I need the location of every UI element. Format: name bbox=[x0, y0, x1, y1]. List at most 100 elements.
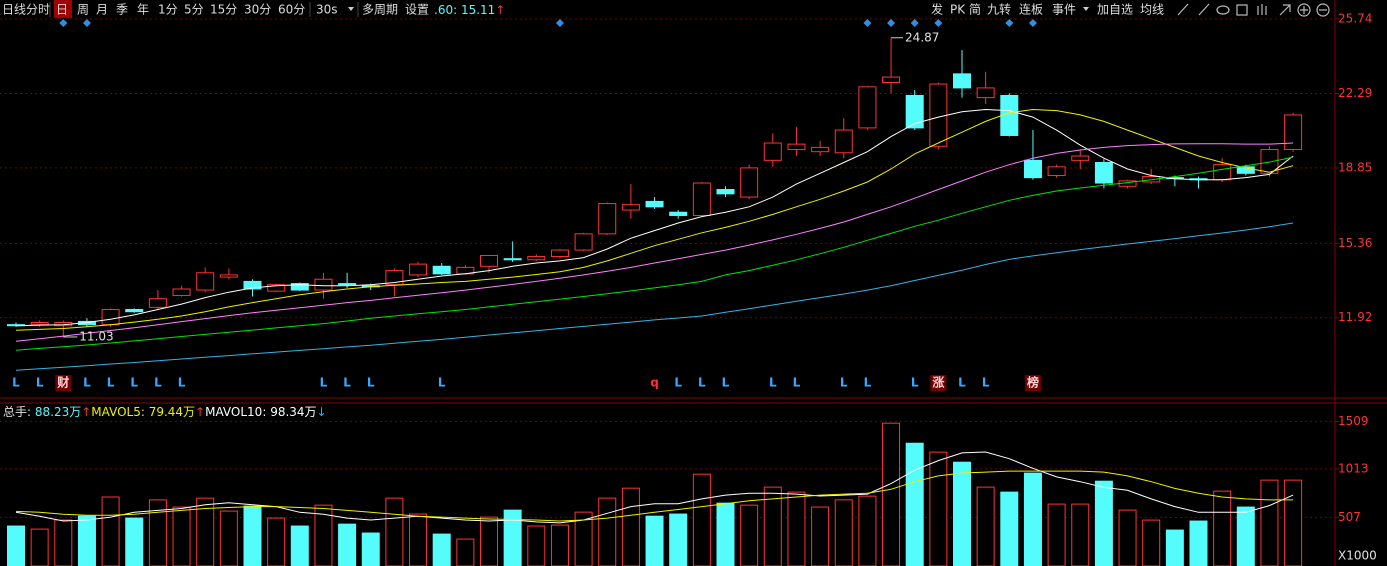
toolbar-item[interactable]: 周 bbox=[77, 3, 89, 17]
header-arrow: ↓ bbox=[317, 405, 327, 419]
signal: 榜 bbox=[1027, 375, 1039, 390]
event-diamond bbox=[934, 19, 943, 27]
volume-bar bbox=[763, 486, 782, 566]
toolbar-item[interactable]: 设置 bbox=[405, 3, 429, 17]
toolbar-item[interactable]: 多周期 bbox=[362, 3, 398, 17]
toolbar-item[interactable]: 30分 bbox=[244, 3, 271, 17]
signal: L bbox=[83, 376, 91, 390]
event-diamond bbox=[1028, 19, 1037, 27]
ma-line bbox=[15, 156, 1294, 351]
toolbar-item[interactable]: 年 bbox=[137, 3, 149, 17]
icon[interactable] bbox=[1216, 5, 1230, 15]
candle-body bbox=[30, 321, 49, 326]
volume-bar bbox=[787, 491, 806, 566]
toolbar-item[interactable]: 日线分时 bbox=[2, 3, 50, 17]
event-diamond bbox=[59, 19, 68, 27]
candle-body bbox=[101, 309, 120, 326]
toolbar-item[interactable]: 九转 bbox=[987, 2, 1011, 17]
volume-bar bbox=[1000, 491, 1019, 566]
candle-body bbox=[527, 256, 546, 261]
volume-bar bbox=[621, 487, 640, 566]
toolbar-item[interactable]: 连板 bbox=[1019, 2, 1043, 17]
toolbar-item[interactable]: 月 bbox=[96, 3, 108, 17]
volume-bar bbox=[905, 442, 924, 566]
icon[interactable] bbox=[1177, 3, 1189, 16]
volume-bar bbox=[54, 519, 73, 566]
y-tick-label: 15.36 bbox=[1338, 236, 1372, 250]
candle-body bbox=[219, 274, 238, 278]
signal: L bbox=[12, 376, 20, 390]
event-diamond bbox=[887, 19, 896, 27]
signal: L bbox=[698, 376, 706, 390]
toolbar-item[interactable]: 15分 bbox=[210, 3, 237, 17]
icon[interactable] bbox=[1300, 6, 1308, 14]
candle-body bbox=[1142, 176, 1161, 183]
volume-bar bbox=[740, 504, 759, 566]
icon[interactable] bbox=[1279, 4, 1291, 16]
volume-bar bbox=[692, 473, 711, 566]
icon[interactable] bbox=[1257, 4, 1267, 15]
candle-body bbox=[432, 265, 451, 275]
dropdown-arrow[interactable] bbox=[1083, 7, 1089, 11]
ma-value: .60: 15.11 bbox=[434, 3, 495, 17]
signal: 涨 bbox=[932, 375, 944, 390]
candle-body bbox=[834, 129, 853, 154]
volume-bar bbox=[550, 524, 569, 566]
y-tick-label: 22.29 bbox=[1338, 86, 1372, 100]
toolbar-item[interactable]: PK bbox=[950, 3, 966, 17]
header-label: 总手: bbox=[3, 405, 35, 419]
candle-body bbox=[1260, 149, 1279, 174]
y-tick-label: 25.74 bbox=[1338, 11, 1372, 25]
toolbar-item[interactable]: 加自选 bbox=[1097, 3, 1133, 17]
signal: L bbox=[438, 376, 446, 390]
candle-body bbox=[243, 280, 262, 290]
signal: L bbox=[178, 376, 186, 390]
toolbar-item[interactable]: 均线 bbox=[1140, 3, 1164, 17]
signal: L bbox=[958, 376, 966, 390]
volume-bar bbox=[101, 496, 120, 566]
volume-bar bbox=[716, 502, 735, 566]
toolbar-item[interactable]: 事件 bbox=[1052, 3, 1076, 17]
signal: L bbox=[864, 376, 872, 390]
candle-body bbox=[929, 83, 948, 147]
toolbar-item[interactable]: 季 bbox=[116, 3, 128, 17]
toolbar-item[interactable]: 1分 bbox=[158, 3, 178, 17]
candle-body bbox=[480, 254, 498, 267]
icon[interactable] bbox=[1236, 4, 1248, 16]
toolbar-item[interactable]: 日 bbox=[56, 3, 68, 17]
volume-bar bbox=[598, 497, 617, 566]
toolbar-item[interactable]: 60分 bbox=[278, 3, 305, 17]
toolbar-item[interactable]: 简 bbox=[969, 3, 981, 17]
volume-bar bbox=[527, 525, 546, 566]
toolbar-item[interactable]: 30s bbox=[316, 3, 338, 17]
tool-icons[interactable] bbox=[1177, 3, 1330, 17]
toolbar-item[interactable]: 5分 bbox=[184, 3, 204, 17]
candle-body bbox=[125, 309, 144, 313]
volume-ma-line bbox=[15, 451, 1294, 524]
signal: 财 bbox=[56, 375, 69, 390]
zoom-out[interactable] bbox=[1316, 3, 1330, 17]
icon[interactable] bbox=[1198, 3, 1210, 16]
candle-body bbox=[503, 258, 522, 261]
signal-box bbox=[930, 375, 947, 391]
volume-bar bbox=[1142, 519, 1161, 566]
volume-ma-line bbox=[15, 470, 1294, 522]
dropdown-arrow[interactable] bbox=[348, 7, 354, 11]
volume-bar bbox=[172, 506, 191, 566]
volume-unit: X1000 bbox=[1338, 549, 1377, 563]
signal: L bbox=[722, 376, 730, 390]
signal: L bbox=[107, 376, 115, 390]
volume-bar bbox=[125, 517, 144, 566]
toolbar-item[interactable]: 发 bbox=[931, 2, 943, 17]
zoom-in[interactable] bbox=[1297, 3, 1311, 17]
candle-body bbox=[409, 263, 428, 276]
candle-body bbox=[385, 270, 404, 286]
signal: L bbox=[911, 376, 919, 390]
candle-body bbox=[621, 204, 640, 211]
signal: L bbox=[982, 376, 990, 390]
signal-box bbox=[1024, 375, 1041, 391]
signal: L bbox=[793, 376, 801, 390]
header-label: MAVOL5: bbox=[91, 405, 148, 419]
volume-bar bbox=[1284, 479, 1303, 566]
signal-box bbox=[55, 375, 72, 391]
